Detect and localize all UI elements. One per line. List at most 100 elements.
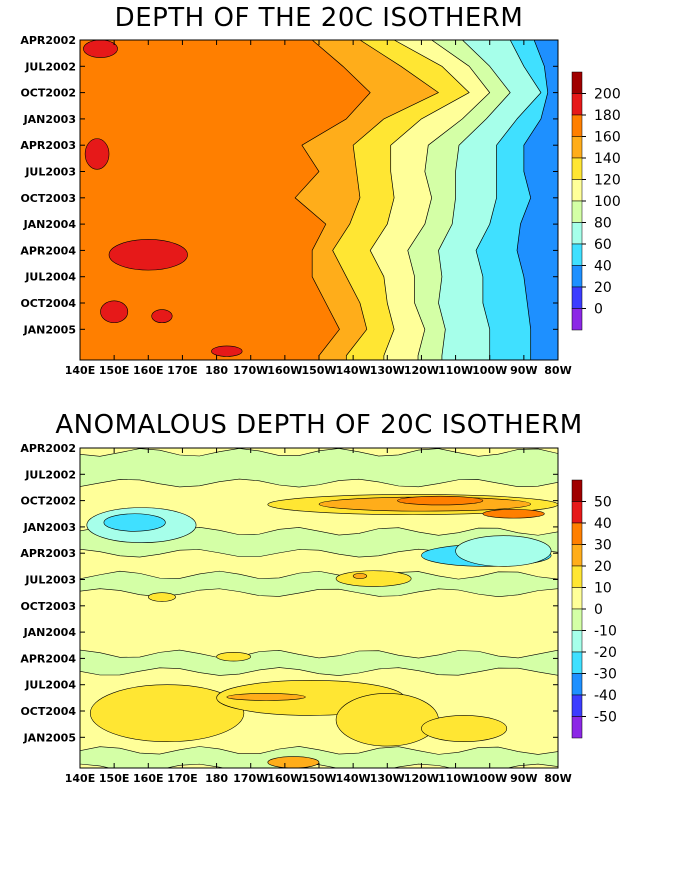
y-tick-label: JUL2004 [24, 271, 76, 284]
anomaly-patch [335, 693, 439, 747]
y-tick-label: JUL2002 [24, 468, 76, 481]
field-180-200-patch [83, 40, 118, 58]
x-tick-label: 170W [233, 364, 268, 377]
depth-x-axis: 140E 150E 160E 170E 180 170W 160W 150W 140W 130W 1… [65, 40, 572, 377]
x-tick-label: 160W [267, 772, 302, 785]
colorbar-swatch [571, 479, 583, 502]
x-tick-label: 140E [65, 364, 95, 377]
anomaly-patch [147, 592, 176, 602]
colorbar-swatch [571, 222, 583, 245]
depth-contour-fields [80, 40, 558, 360]
y-tick-label: APR2004 [20, 244, 76, 257]
colorbar-swatch [571, 608, 583, 631]
colorbar-label: 100 [594, 194, 621, 210]
colorbar-swatch [571, 308, 583, 331]
colorbar-label: 160 [594, 130, 621, 146]
x-tick-label: 160E [133, 772, 163, 785]
anomaly-patch [421, 715, 508, 742]
chart-title-anomaly: ANOMALOUS DEPTH OF 20C ISOTHERM [55, 410, 582, 440]
anomaly-patch [482, 509, 545, 519]
colorbar-label: 120 [594, 173, 621, 189]
colorbar-label: 40 [594, 516, 612, 532]
y-tick-label: JUL2002 [24, 60, 76, 73]
x-tick-label: 160W [267, 364, 302, 377]
x-tick-label: 170E [167, 364, 197, 377]
y-tick-label: OCT2003 [20, 192, 76, 205]
x-tick-label: 180 [205, 772, 228, 785]
colorbar-swatch [571, 651, 583, 674]
y-tick-label: JAN2005 [23, 731, 76, 744]
y-tick-label: OCT2004 [20, 297, 76, 310]
colorbar-swatch [571, 673, 583, 696]
colorbar-label: 0 [594, 602, 603, 618]
colorbar-swatch [571, 265, 583, 288]
colorbar-label: 50 [594, 495, 612, 511]
anomaly-y-axis: APR2002 JUL2002 OCT2002 JAN2003 APR2003 JUL20… [20, 442, 558, 744]
anomaly-band [80, 448, 558, 488]
colorbar-swatch [571, 522, 583, 545]
anomaly-colorbar: 50 40 30 20 10 0 -10 -20 -30 -40 -50 [571, 479, 617, 739]
y-tick-label: JAN2003 [23, 113, 76, 126]
x-tick-label: 100W [472, 364, 507, 377]
y-tick-label: OCT2002 [20, 495, 76, 508]
y-tick-label: JUL2004 [24, 679, 76, 692]
colorbar-swatch [571, 565, 583, 588]
colorbar-swatch [571, 286, 583, 309]
field-180-200-patch [84, 138, 110, 170]
anomaly-contour-fields [80, 448, 558, 768]
x-tick-label: 160E [133, 364, 163, 377]
anomaly-patch [267, 756, 320, 768]
y-tick-label: OCT2002 [20, 87, 76, 100]
x-tick-label: 140W [336, 772, 371, 785]
colorbar-label: 0 [594, 302, 603, 318]
colorbar-label: 80 [594, 216, 612, 232]
colorbar-label: 200 [594, 87, 621, 103]
x-tick-label: 130W [370, 772, 405, 785]
colorbar-label: 30 [594, 538, 612, 554]
x-tick-label: 80W [544, 772, 571, 785]
x-tick-label: 120W [404, 772, 439, 785]
colorbar-swatch [571, 114, 583, 137]
y-tick-label: JAN2004 [23, 218, 77, 231]
x-tick-label: 170W [233, 772, 268, 785]
depth-y-axis: APR2002 JUL2002 OCT2002 JAN2003 APR2003 JUL20… [20, 34, 558, 336]
colorbar-label: 180 [594, 108, 621, 124]
y-tick-label: APR2004 [20, 652, 76, 665]
y-tick-label: OCT2003 [20, 600, 76, 613]
colorbar-label: 140 [594, 151, 621, 167]
x-tick-label: 110W [438, 364, 473, 377]
colorbar-label: 20 [594, 280, 612, 296]
y-tick-label: APR2003 [20, 547, 76, 560]
colorbar-label: -40 [594, 688, 617, 704]
colorbar-swatch [571, 200, 583, 223]
x-tick-label: 180 [205, 364, 228, 377]
y-tick-label: JAN2003 [23, 521, 76, 534]
y-tick-label: APR2002 [20, 442, 76, 455]
x-tick-label: 170E [167, 772, 197, 785]
colorbar-swatch [571, 243, 583, 266]
anomaly-patch [455, 535, 552, 567]
y-tick-label: JUL2003 [24, 166, 76, 179]
colorbar-swatch [571, 93, 583, 116]
colorbar-label: -50 [594, 710, 617, 726]
field-180-200-patch [211, 345, 243, 357]
y-tick-label: JUL2003 [24, 574, 76, 587]
anomaly-patch [352, 573, 368, 579]
x-tick-label: 90W [510, 772, 537, 785]
colorbar-swatch [571, 716, 583, 739]
x-tick-label: 140W [336, 364, 371, 377]
field-180-200-patch [100, 300, 129, 324]
colorbar-label: 10 [594, 581, 612, 597]
x-tick-label: 140E [65, 772, 95, 785]
anomaly-patch [216, 651, 252, 662]
x-tick-label: 150E [99, 364, 129, 377]
chart-title-depth: DEPTH OF THE 20C ISOTHERM [115, 3, 524, 33]
field-180-200-patch [108, 239, 188, 271]
colorbar-label: -20 [594, 645, 617, 661]
x-tick-label: 90W [510, 364, 537, 377]
x-tick-label: 150E [99, 772, 129, 785]
anomaly-x-axis: 140E 150E 160E 170E 180 170W 160W 150W 140W 130W 1… [65, 448, 572, 785]
x-tick-label: 130W [370, 364, 405, 377]
field-20-40 [516, 40, 558, 360]
colorbar-swatch [571, 587, 583, 610]
